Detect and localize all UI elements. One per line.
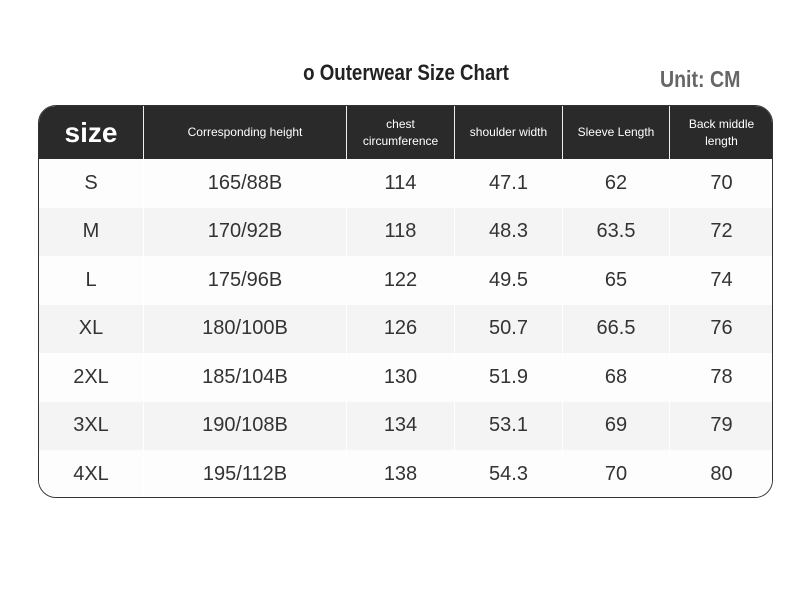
table-cell: 49.5	[455, 256, 563, 305]
table-cell: 122	[347, 256, 455, 305]
table-cell: 4XL	[39, 450, 144, 497]
table-cell: 53.1	[455, 401, 563, 450]
table-cell: 63.5	[563, 207, 670, 256]
table-cell: 130	[347, 353, 455, 402]
table-cell: 118	[347, 207, 455, 256]
column-header: Corresponding height	[144, 106, 347, 159]
table-cell: 69	[563, 401, 670, 450]
title: o Outerwear Size Chart	[303, 60, 509, 85]
table-cell: 68	[563, 353, 670, 402]
table-cell: 50.7	[455, 304, 563, 353]
table-cell: 47.1	[455, 159, 563, 208]
table-cell: 134	[347, 401, 455, 450]
table-cell: 79	[670, 401, 772, 450]
table-cell: 190/108B	[144, 401, 347, 450]
table-cell: 54.3	[455, 450, 563, 497]
table-cell: 51.9	[455, 353, 563, 402]
unit-label: Unit: CM	[660, 66, 741, 92]
table-cell: 66.5	[563, 304, 670, 353]
table-cell: 78	[670, 353, 772, 402]
table-cell: 175/96B	[144, 256, 347, 305]
table-cell: 48.3	[455, 207, 563, 256]
table-cell: 2XL	[39, 353, 144, 402]
column-header: Back middle length	[670, 106, 772, 159]
table-cell: L	[39, 256, 144, 305]
table-cell: 3XL	[39, 401, 144, 450]
column-header: chest circumference	[347, 106, 455, 159]
table-cell: 70	[563, 450, 670, 497]
table-cell: 195/112B	[144, 450, 347, 497]
table-cell: 114	[347, 159, 455, 208]
table-cell: 165/88B	[144, 159, 347, 208]
table-cell: 138	[347, 450, 455, 497]
table-cell: 72	[670, 207, 772, 256]
table-cell: 170/92B	[144, 207, 347, 256]
table-cell: XL	[39, 304, 144, 353]
table-cell: 80	[670, 450, 772, 497]
column-header: shoulder width	[455, 106, 563, 159]
table-cell: 70	[670, 159, 772, 208]
column-header: size	[39, 106, 144, 159]
table-cell: M	[39, 207, 144, 256]
table-cell: 185/104B	[144, 353, 347, 402]
table-cell: S	[39, 159, 144, 208]
column-header: Sleeve Length	[563, 106, 670, 159]
size-table: size Corresponding height chest circumfere…	[38, 105, 773, 498]
table-cell: 62	[563, 159, 670, 208]
table-cell: 65	[563, 256, 670, 305]
table-cell: 180/100B	[144, 304, 347, 353]
table-cell: 126	[347, 304, 455, 353]
table-cell: 76	[670, 304, 772, 353]
table-cell: 74	[670, 256, 772, 305]
